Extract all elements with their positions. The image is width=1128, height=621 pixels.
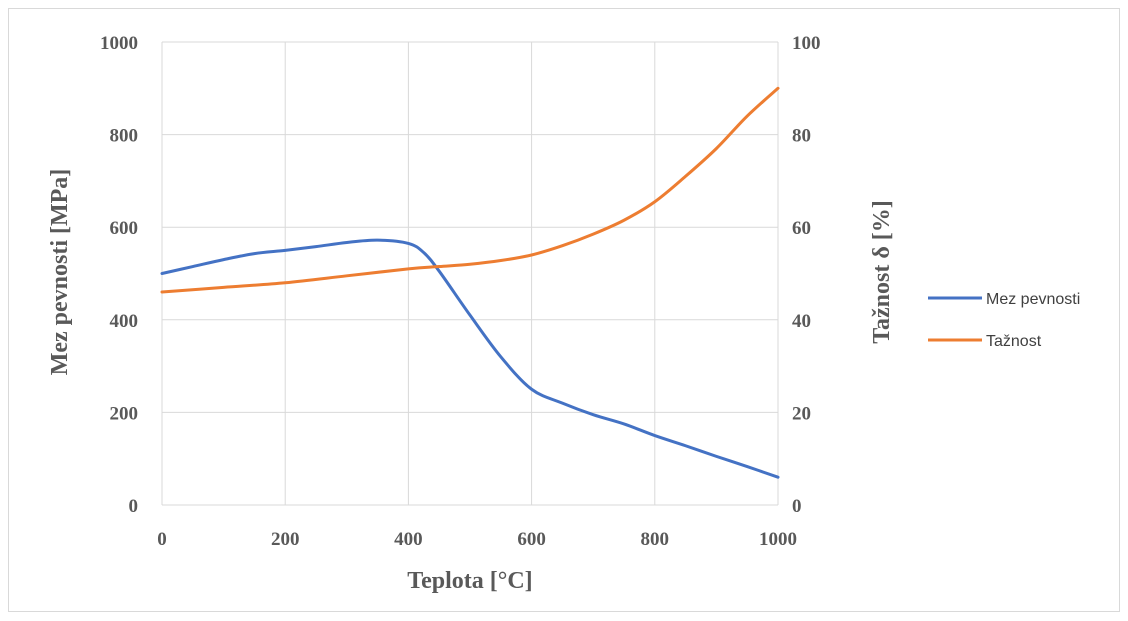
- x-tick-label: 600: [517, 529, 546, 550]
- x-tick-label: 200: [271, 529, 300, 550]
- y-left-tick-label: 1000: [100, 33, 138, 54]
- tick-labels: 0 200 400 600 800 1000 0 200 400 600 800 1000 0 20 40 6…: [100, 33, 821, 550]
- x-axis-title: Teplota [°C]: [407, 568, 532, 594]
- chart-frame: [8, 8, 1120, 612]
- y-left-tick-label: 200: [110, 403, 139, 424]
- y-left-tick-label: 0: [129, 496, 139, 517]
- y-right-tick-label: 60: [792, 218, 811, 239]
- y-right-axis-title: Tažnost δ [%]: [869, 200, 895, 344]
- legend-label-taznost: Tažnost: [986, 333, 1042, 350]
- x-tick-label: 0: [157, 529, 167, 550]
- legend: Mez pevnosti Tažnost: [928, 291, 1080, 350]
- y-left-tick-label: 400: [110, 311, 139, 332]
- y-right-tick-label: 0: [792, 496, 802, 517]
- y-right-tick-label: 20: [792, 403, 811, 424]
- y-left-tick-label: 600: [110, 218, 139, 239]
- y-right-tick-label: 100: [792, 33, 821, 54]
- x-tick-label: 1000: [759, 529, 797, 550]
- legend-label-mez-pevnosti: Mez pevnosti: [986, 291, 1080, 308]
- series-line-mez-pevnosti: [160, 238, 780, 479]
- y-right-tick-label: 80: [792, 126, 811, 147]
- grid: [161, 41, 779, 506]
- x-tick-label: 800: [641, 529, 670, 550]
- y-left-axis-title: Mez pevnosti [MPa]: [47, 169, 73, 376]
- plot-area: [160, 86, 780, 479]
- series-line-taznost: [160, 86, 780, 294]
- y-right-tick-label: 40: [792, 311, 811, 332]
- y-left-tick-label: 800: [110, 126, 139, 147]
- x-tick-label: 400: [394, 529, 423, 550]
